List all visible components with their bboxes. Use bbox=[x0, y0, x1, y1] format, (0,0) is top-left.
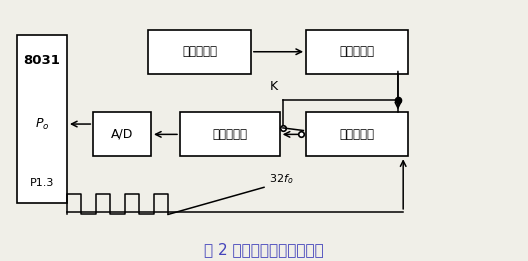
Text: $P_o$: $P_o$ bbox=[35, 116, 49, 132]
Text: 信号预处理: 信号预处理 bbox=[340, 45, 375, 58]
Bar bbox=[306, 30, 409, 74]
Text: A/D: A/D bbox=[111, 128, 134, 141]
Text: 8031: 8031 bbox=[24, 54, 61, 67]
Text: 跟踪滤波器: 跟踪滤波器 bbox=[340, 128, 375, 141]
Text: 图 2 硬件频谱分析工作原理: 图 2 硬件频谱分析工作原理 bbox=[204, 242, 324, 257]
Bar bbox=[93, 112, 151, 156]
Text: P1.3: P1.3 bbox=[30, 179, 54, 188]
Text: 测振传感器: 测振传感器 bbox=[182, 45, 217, 58]
Text: K: K bbox=[269, 80, 278, 93]
Text: 绝对值电路: 绝对值电路 bbox=[212, 128, 247, 141]
Bar bbox=[180, 112, 280, 156]
Bar bbox=[17, 35, 67, 203]
Bar bbox=[306, 112, 409, 156]
Bar bbox=[148, 30, 251, 74]
Text: $32f_o$: $32f_o$ bbox=[269, 172, 294, 186]
